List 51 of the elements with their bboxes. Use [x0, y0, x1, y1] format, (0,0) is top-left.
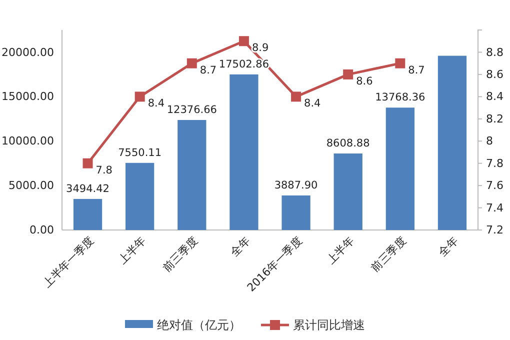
data-label: 8.7: [200, 64, 217, 76]
data-label: 3494.42: [66, 182, 110, 195]
x-tick-label: 上半年: [116, 234, 149, 267]
legend-label: 累计同比增速: [293, 318, 365, 332]
data-label: 7550.11: [118, 146, 162, 159]
data-label: 8.6: [356, 75, 374, 88]
bar: [126, 162, 154, 230]
point: [238, 36, 249, 46]
bar: [438, 56, 467, 230]
x-tick-label: 前三季度: [160, 234, 201, 274]
y2-tick-label: 7.6: [486, 179, 504, 192]
y2-tick-label: 7.4: [486, 201, 504, 214]
x-tick-label: 前三季度: [368, 234, 409, 274]
data-label: 7.8: [96, 164, 112, 176]
y2-tick-label: 7.2: [486, 224, 504, 237]
bar: [230, 74, 258, 230]
bar: [334, 153, 362, 230]
bar: [386, 108, 414, 230]
data-label: 12376.66: [166, 104, 218, 116]
y2-tick-label: 8.6: [486, 68, 504, 81]
x-tick-label: 全年: [228, 234, 253, 259]
y-tick-label: 5000.00: [8, 179, 54, 192]
point: [82, 158, 93, 168]
bar: [73, 198, 102, 230]
y2-tick-label: 8.8: [486, 46, 504, 59]
data-label: 13768.36: [375, 92, 426, 104]
point: [291, 92, 302, 102]
y2-tick-label: 8.4: [486, 90, 504, 104]
x-tick-label: 上半年一季度: [40, 234, 96, 290]
point: [343, 69, 354, 80]
x-tick-label: 上半年: [324, 234, 357, 267]
x-tick-label: 全年: [436, 234, 461, 259]
data-label: 8.7: [408, 64, 425, 76]
bar: [282, 195, 310, 230]
y-tick-label: 15000.00: [2, 90, 54, 104]
y-tick-label: 10000.00: [2, 134, 54, 148]
data-label: 8608.88: [326, 137, 370, 150]
data-label: 3887.90: [274, 179, 318, 192]
y2-tick-label: 7.8: [486, 156, 504, 170]
y2-tick-label: 8: [486, 134, 493, 148]
legend-label: 绝对值（亿元）: [157, 318, 241, 332]
bar: [178, 120, 206, 230]
y-tick-label: 20000.00: [2, 46, 54, 59]
data-label: 8.9: [252, 42, 269, 54]
y-tick-label: 0.00: [30, 224, 54, 237]
data-label: 8.4: [304, 98, 322, 110]
point: [134, 92, 145, 102]
y2-tick-label: 8.2: [486, 112, 504, 126]
point: [395, 58, 406, 68]
data-label: 8.4: [148, 98, 165, 110]
point: [186, 58, 197, 68]
